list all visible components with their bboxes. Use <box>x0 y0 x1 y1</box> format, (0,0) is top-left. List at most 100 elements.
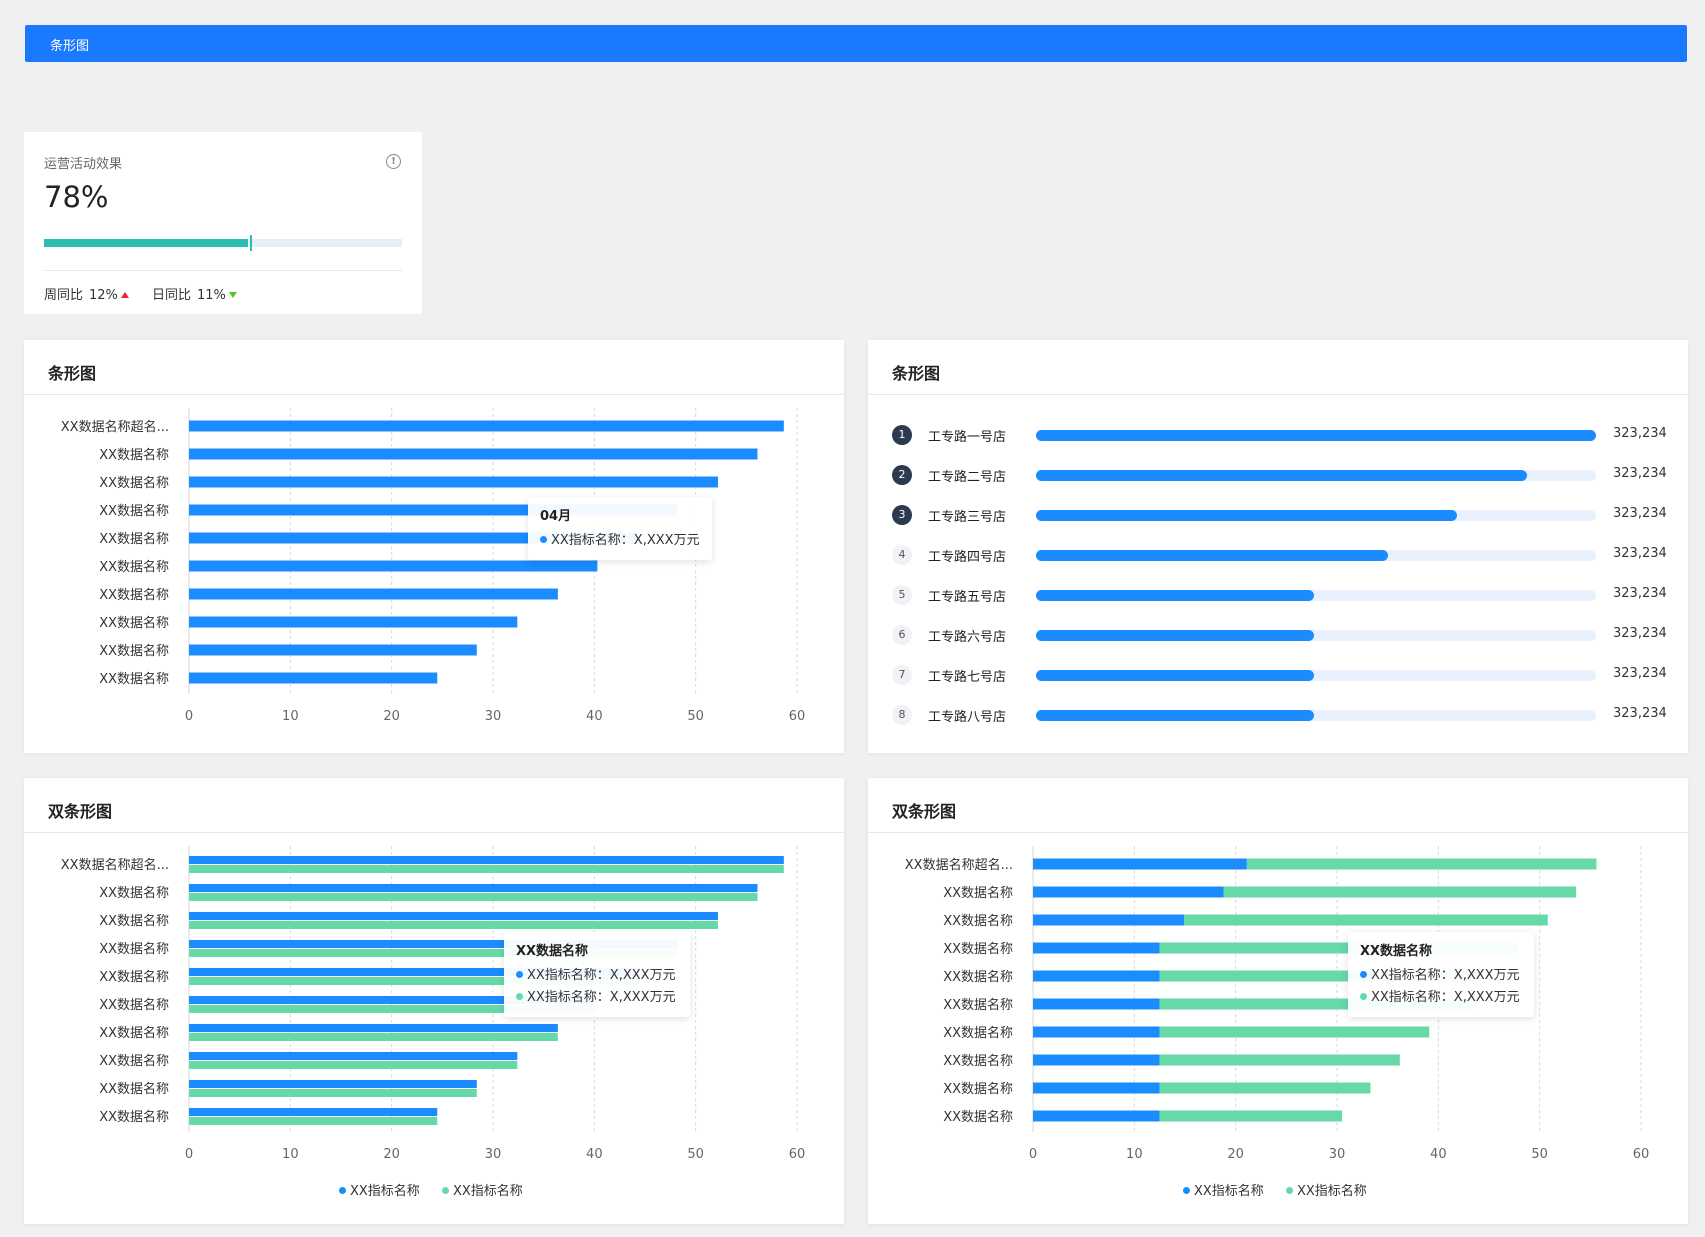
y-category-label: XX数据名称超名... <box>905 857 1013 873</box>
rank-bar-track <box>1036 630 1596 641</box>
ranking-row: 4 工专路四号店 323,234 <box>868 543 1688 567</box>
bar-series-1 <box>189 856 784 864</box>
tooltip-row: XX指标名称：X,XXX万元 <box>516 965 678 987</box>
bar-series-2 <box>189 893 758 901</box>
bar <box>189 420 784 432</box>
x-tick-label: 60 <box>1633 1147 1650 1162</box>
legend-item[interactable]: XX指标名称 <box>339 1184 420 1199</box>
kpi-progress-fill <box>44 239 249 247</box>
bar-series-2 <box>189 1005 598 1013</box>
x-tick-label: 40 <box>1430 1147 1447 1162</box>
tooltip-title: 04月 <box>540 509 572 524</box>
kpi-day-stat: 日同比 11% <box>152 284 237 303</box>
rank-value: 323,234 <box>1613 626 1667 641</box>
bar-series-1 <box>189 1052 518 1060</box>
info-icon[interactable]: ! <box>386 154 401 169</box>
rank-name: 工专路一号店 <box>928 430 1007 445</box>
x-tick-label: 40 <box>586 709 603 724</box>
bar-series-1 <box>189 912 718 920</box>
tooltip-row: XX指标名称：X,XXX万元 <box>1360 965 1522 987</box>
ranking-row: 5 工专路五号店 323,234 <box>868 583 1688 607</box>
rank-bar-track <box>1036 670 1596 681</box>
x-tick-label: 0 <box>185 709 193 724</box>
bar-chart-card: 条形图 0 10 20 30 40 50 60 XX数据名称超名... XX数据名称 XX数据名称… <box>24 340 844 753</box>
y-category-label: XX数据名称 <box>943 941 1013 957</box>
rank-bar-track <box>1036 550 1596 561</box>
kpi-title: 运营活动效果 <box>44 157 123 172</box>
bar-series-1 <box>189 884 758 892</box>
bar <box>189 560 598 572</box>
rank-name: 工专路三号店 <box>928 510 1007 525</box>
x-tick-label: 50 <box>1531 1147 1548 1162</box>
bar-series-1 <box>189 968 639 976</box>
legend-item[interactable]: XX指标名称 <box>441 1184 523 1199</box>
legend-dot-icon <box>1285 1187 1293 1194</box>
rank-bar-fill <box>1036 710 1314 721</box>
y-category-label: XX数据名称 <box>943 913 1013 929</box>
ranking-row: 1 工专路一号店 323,234 <box>868 423 1688 447</box>
x-tick-label: 30 <box>1329 1147 1346 1162</box>
tooltip-row-text: XX指标名称：X,XXX万元 <box>527 968 676 983</box>
y-category-label: XX数据名称 <box>99 1025 169 1041</box>
bar-chart[interactable]: 0 10 20 30 40 50 60 XX数据名称超名... XX数据名称 XX数据名称 XX数据… <box>24 340 844 753</box>
bar-series-1 <box>189 1108 438 1116</box>
bar-series-2 <box>189 1033 558 1041</box>
x-tick-label: 40 <box>586 1147 603 1162</box>
rank-name: 工专路二号店 <box>928 470 1007 485</box>
rank-badge: 1 <box>892 425 912 445</box>
kpi-day-label: 日同比 <box>152 288 192 303</box>
bar-series-2 <box>1159 1110 1343 1122</box>
y-category-label: XX数据名称 <box>99 503 169 519</box>
bar-series-1 <box>189 1080 477 1088</box>
y-category-label: XX数据名称 <box>943 969 1013 985</box>
bar-series-1 <box>1033 942 1160 954</box>
y-category-label: XX数据名称 <box>943 1109 1013 1125</box>
ranking-row: 6 工专路六号店 323,234 <box>868 623 1688 647</box>
bar-series-2 <box>1159 942 1518 954</box>
tooltip-row: XX指标名称：X,XXX万元 <box>1360 987 1522 1009</box>
rank-name: 工专路六号店 <box>928 630 1007 645</box>
legend-item[interactable]: XX指标名称 <box>1183 1184 1264 1199</box>
bar-series-2 <box>189 977 639 985</box>
x-tick-label: 20 <box>1227 1147 1244 1162</box>
legend-label: XX指标名称 <box>452 1184 523 1199</box>
x-tick-label: 60 <box>789 1147 806 1162</box>
kpi-day-value: 11% <box>197 288 226 303</box>
rank-badge: 5 <box>892 585 912 605</box>
legend-item[interactable]: XX指标名称 <box>1285 1184 1367 1199</box>
bar-series-2 <box>189 1117 438 1125</box>
ranking-card: 条形图 1 工专路一号店 323,234 2 工专路二号店 323,234 3 工专路三号店 3… <box>868 340 1688 753</box>
kpi-value: 78% <box>44 180 109 214</box>
bar-series-2 <box>189 921 718 929</box>
y-category-label: XX数据名称 <box>99 475 169 491</box>
bar-series-1 <box>1033 1110 1160 1122</box>
tooltip-title: XX数据名称 <box>1360 944 1433 959</box>
triangle-up-icon <box>120 292 129 298</box>
tooltip-row: XX指标名称：X,XXX万元 <box>540 530 700 552</box>
rank-badge: 7 <box>892 665 912 685</box>
tooltip-row-text: XX指标名称：X,XXX万元 <box>1371 968 1520 983</box>
rank-badge: 4 <box>892 545 912 565</box>
bar <box>189 644 477 656</box>
rank-name: 工专路八号店 <box>928 710 1007 725</box>
bar <box>189 588 558 600</box>
rank-value: 323,234 <box>1613 466 1667 481</box>
kpi-week-value: 12% <box>89 288 118 303</box>
ranking-row: 8 工专路八号店 323,234 <box>868 703 1688 727</box>
card-divider <box>24 394 844 395</box>
chart-tooltip: 04月 XX指标名称：X,XXX万元 <box>528 497 712 560</box>
card-divider <box>868 832 1688 833</box>
rank-bar-track <box>1036 710 1596 721</box>
rank-bar-track <box>1036 510 1596 521</box>
grouped-bar-chart[interactable]: 0 10 20 30 40 50 60XX数据名称超名...XX数据名称XX数据名称XX数据… <box>24 778 844 1224</box>
y-category-label: XX数据名称 <box>99 643 169 659</box>
bar-series-2 <box>1159 970 1477 982</box>
chart-tooltip: XX数据名称 XX指标名称：X,XXX万元 XX指标名称：X,XXX万元 <box>504 932 690 1017</box>
rank-badge: 3 <box>892 505 912 525</box>
tooltip-row-text: XX指标名称：X,XXX万元 <box>551 533 700 548</box>
stacked-bar-chart[interactable]: 0 10 20 30 40 50 60XX数据名称超名...XX数据名称XX数据名称XX数据… <box>868 778 1688 1224</box>
bar-series-2 <box>1183 914 1548 926</box>
x-tick-label: 30 <box>485 1147 502 1162</box>
y-category-label: XX数据名称 <box>943 997 1013 1013</box>
y-category-label: XX数据名称 <box>99 531 169 547</box>
